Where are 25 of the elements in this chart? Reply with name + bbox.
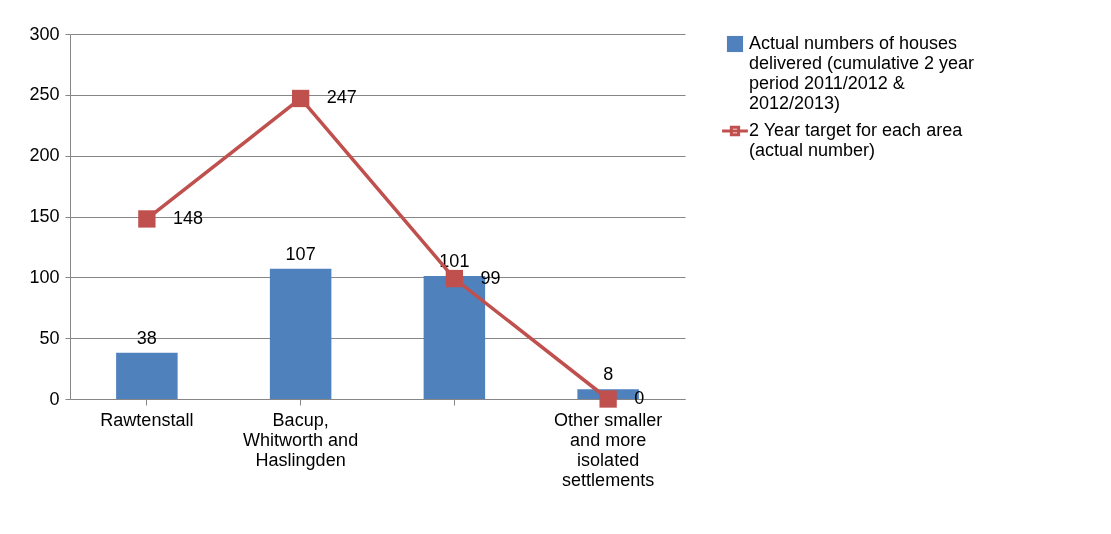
data-label: 0 xyxy=(634,388,645,408)
x-tick-label: Bacup, Whitworth and Haslingden xyxy=(243,409,359,470)
data-label: 107 xyxy=(285,243,316,264)
y-tick-label: 150 xyxy=(29,206,60,226)
x-tick-label: Rawtenstall xyxy=(100,409,194,430)
bar xyxy=(116,352,178,399)
y-tick-label: 0 xyxy=(49,388,60,409)
legend-label: 2 Year target for each area (actual number) xyxy=(749,120,964,160)
point xyxy=(291,89,310,108)
data-label: 247 xyxy=(326,87,357,108)
y-tick-label: 50 xyxy=(39,327,60,348)
data-label: 38 xyxy=(136,327,157,348)
x-tick-label: Other smaller and more isolated settlements xyxy=(554,409,663,490)
bar xyxy=(269,268,332,399)
data-label: 99 xyxy=(480,267,501,288)
legend-label: Actual numbers of houses delivered (cumulative 2 year period 2011/2012 & 2012/2013) xyxy=(749,33,975,113)
data-label: 148 xyxy=(172,207,203,228)
point xyxy=(138,210,156,228)
y-tick-label: 200 xyxy=(29,145,60,166)
y-tick-label: 100 xyxy=(29,266,60,287)
y-tick-label: 300 xyxy=(29,23,60,44)
data-label: 8 xyxy=(603,364,614,385)
point xyxy=(445,269,464,288)
y-tick-label: 250 xyxy=(29,84,60,105)
point xyxy=(599,390,617,408)
